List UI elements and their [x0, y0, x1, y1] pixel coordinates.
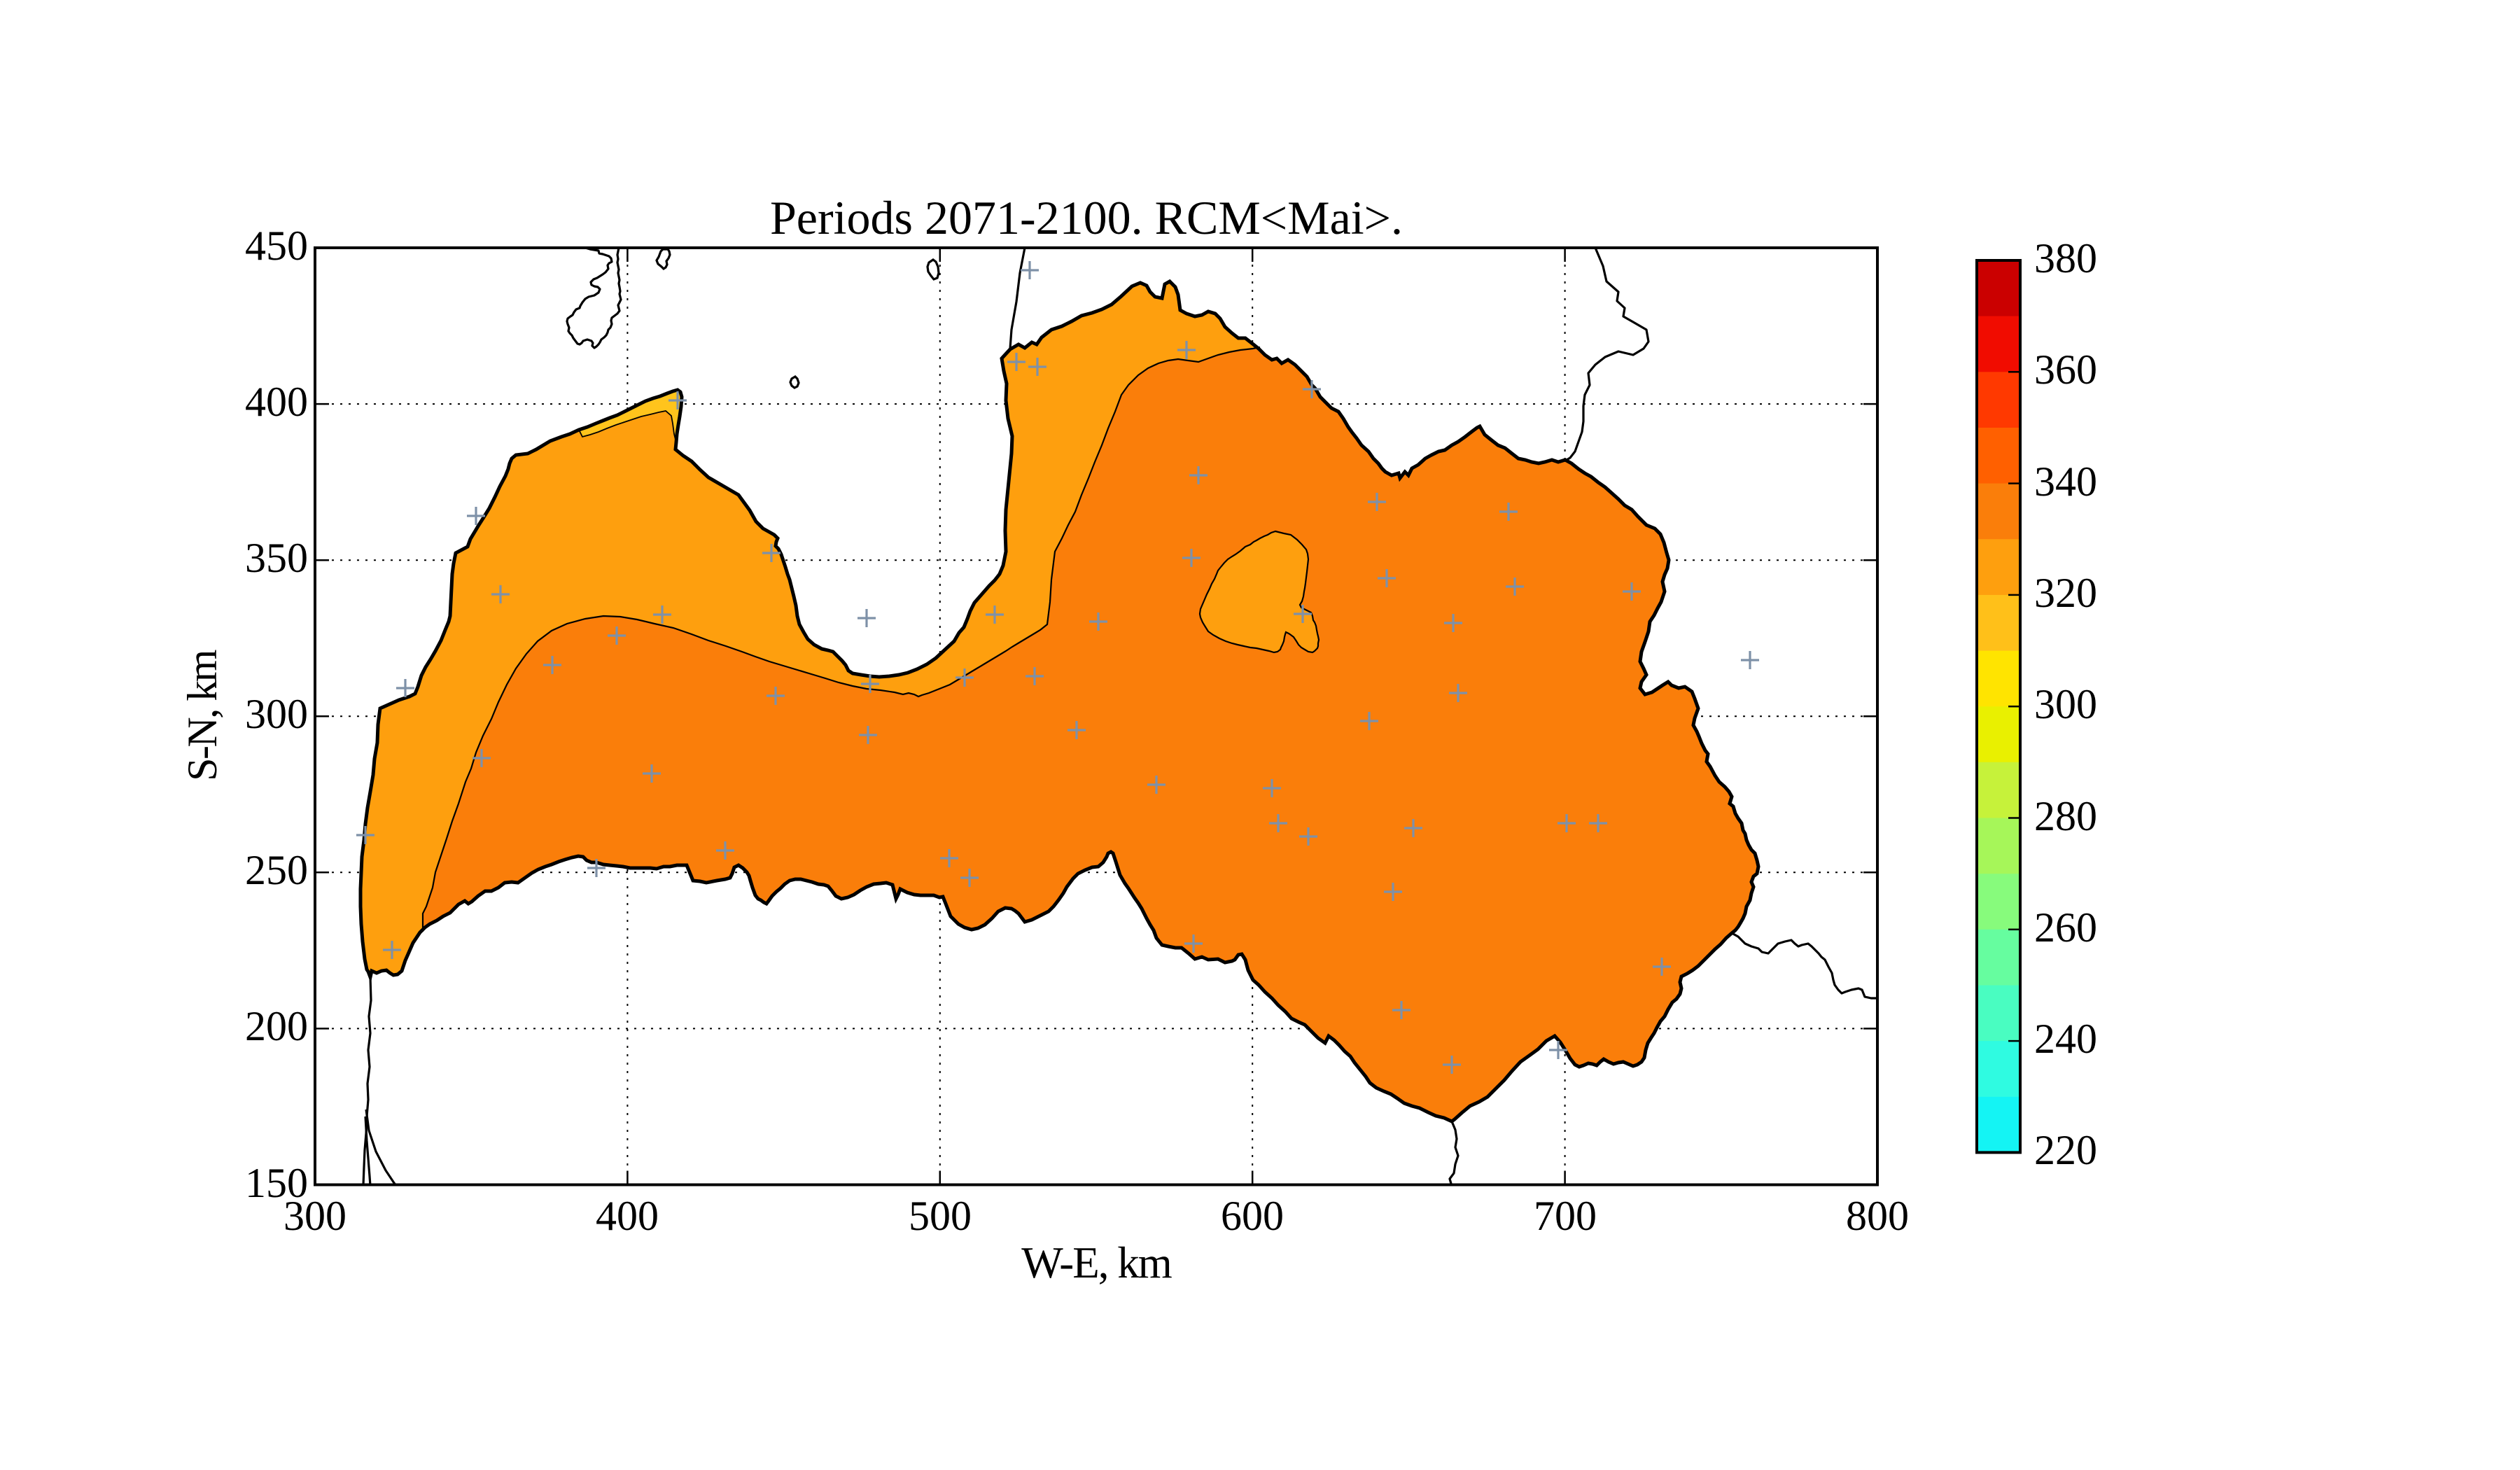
svg-text:280: 280 — [2034, 793, 2097, 839]
svg-text:600: 600 — [1221, 1193, 1284, 1239]
svg-text:320: 320 — [2034, 570, 2097, 616]
svg-text:300: 300 — [245, 691, 308, 737]
svg-text:Periods 2071-2100. RCM<Mai>.: Periods 2071-2100. RCM<Mai>. — [770, 191, 1403, 244]
svg-text:450: 450 — [245, 223, 308, 269]
svg-text:500: 500 — [909, 1193, 972, 1239]
svg-text:260: 260 — [2034, 904, 2097, 951]
svg-text:220: 220 — [2034, 1127, 2097, 1173]
svg-text:150: 150 — [245, 1160, 308, 1206]
svg-text:300: 300 — [284, 1193, 346, 1239]
svg-text:250: 250 — [245, 847, 308, 893]
svg-text:240: 240 — [2034, 1016, 2097, 1062]
svg-text:800: 800 — [1846, 1193, 1909, 1239]
svg-text:W-E, km: W-E, km — [1021, 1238, 1172, 1287]
svg-text:700: 700 — [1534, 1193, 1597, 1239]
svg-text:S-N, km: S-N, km — [179, 650, 225, 781]
svg-text:340: 340 — [2034, 458, 2097, 505]
svg-text:200: 200 — [245, 1003, 308, 1049]
svg-text:300: 300 — [2034, 681, 2097, 727]
svg-text:400: 400 — [245, 379, 308, 425]
svg-text:350: 350 — [245, 535, 308, 581]
svg-text:360: 360 — [2034, 346, 2097, 393]
svg-text:400: 400 — [596, 1193, 659, 1239]
svg-text:380: 380 — [2034, 235, 2097, 281]
